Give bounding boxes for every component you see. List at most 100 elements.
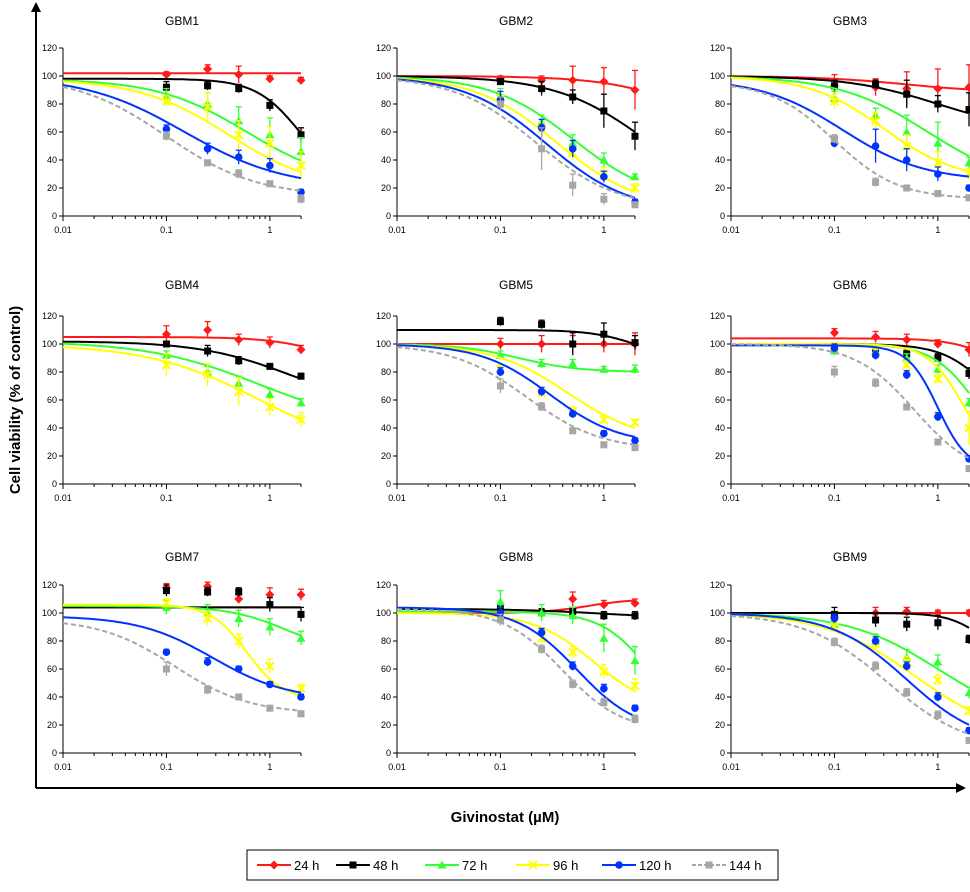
data-point [266,601,274,609]
data-point [266,180,274,188]
x-tick-label: 1 [267,225,272,235]
data-point [965,184,970,192]
y-tick-label: 20 [47,720,57,730]
y-tick-label: 0 [386,748,391,758]
data-point [266,101,274,109]
y-tick-label: 20 [47,451,57,461]
data-point [266,680,274,689]
y-tick-label: 120 [710,43,725,53]
data-point [599,667,609,677]
y-tick-label: 0 [52,748,57,758]
data-point [297,610,305,618]
y-tick-label: 80 [47,99,57,109]
y-tick-label: 120 [376,43,391,53]
y-tick-label: 40 [47,155,57,165]
y-tick-label: 60 [381,127,391,137]
series-96h [63,598,306,697]
y-tick-label: 120 [376,580,391,590]
y-tick-label: 60 [715,127,725,137]
data-point [296,590,306,600]
data-point [234,594,244,604]
y-tick-label: 100 [376,608,391,618]
data-point [964,423,970,433]
data-point [265,622,275,631]
legend-marker [269,860,279,870]
data-point [297,710,305,718]
legend-item-24h: 24 h [257,858,319,873]
data-point [830,614,839,623]
data-point [537,359,547,368]
series-144h [62,622,305,718]
legend-item-144h: 144 h [692,858,762,873]
data-point [631,612,639,620]
fit-curve [63,336,302,348]
chart-title: GBM8 [499,550,533,564]
x-tick-label: 1 [601,493,606,503]
data-point [568,611,578,620]
data-point [630,598,640,608]
y-tick-label: 60 [715,664,725,674]
series-120h [397,606,639,718]
data-point [830,135,838,143]
data-point [872,80,880,88]
fit-curve [396,344,636,438]
data-point [537,387,546,396]
data-point [933,158,943,168]
fit-curve [62,84,302,180]
y-tick-label: 120 [42,43,57,53]
series-24h [63,320,306,355]
data-point [234,153,243,161]
data-point [630,364,640,373]
data-point [568,410,577,418]
chart-title: GBM2 [499,14,533,28]
data-point [872,178,880,186]
chart-title: GBM5 [499,278,533,292]
chart-panel-gbm9: GBM9 0 20 40 60 80 100 120 0.01 0.1 1 [710,550,970,772]
data-point [965,465,970,473]
data-point [600,699,608,707]
data-point [933,675,943,685]
fit-curve [730,76,970,157]
fit-curve [396,77,636,193]
x-tick-label: 0.1 [494,225,507,235]
data-point [902,662,911,670]
x-tick-label: 0.1 [828,493,841,503]
data-point [537,628,546,637]
data-point [902,353,912,362]
data-point [297,372,305,380]
data-point [234,130,244,140]
y-tick-label: 40 [715,692,725,702]
data-point [872,616,880,624]
data-point [829,328,839,338]
data-point [933,374,943,384]
series-120h [730,84,970,192]
data-point [296,160,306,171]
y-tick-label: 80 [381,636,391,646]
data-point [161,598,172,608]
data-point [903,403,911,411]
data-point [569,181,577,189]
y-tick-label: 60 [47,127,57,137]
data-point [202,102,213,112]
data-point [902,371,911,379]
y-tick-label: 0 [386,211,391,221]
data-point [538,320,546,328]
data-point [162,648,171,656]
y-tick-label: 100 [710,608,725,618]
legend-item-96h: 96 h [516,858,578,873]
series-72h [730,613,970,699]
legend-label: 144 h [729,858,762,873]
fit-curve [62,80,302,174]
data-point [964,158,970,167]
data-point [296,398,306,407]
data-point [204,686,212,694]
series-120h [62,616,305,701]
data-point [202,370,213,380]
y-tick-label: 120 [376,311,391,321]
y-tick-label: 60 [715,395,725,405]
data-point [599,600,609,610]
y-tick-label: 20 [715,183,725,193]
fit-curve [63,603,302,697]
data-point [538,145,546,153]
